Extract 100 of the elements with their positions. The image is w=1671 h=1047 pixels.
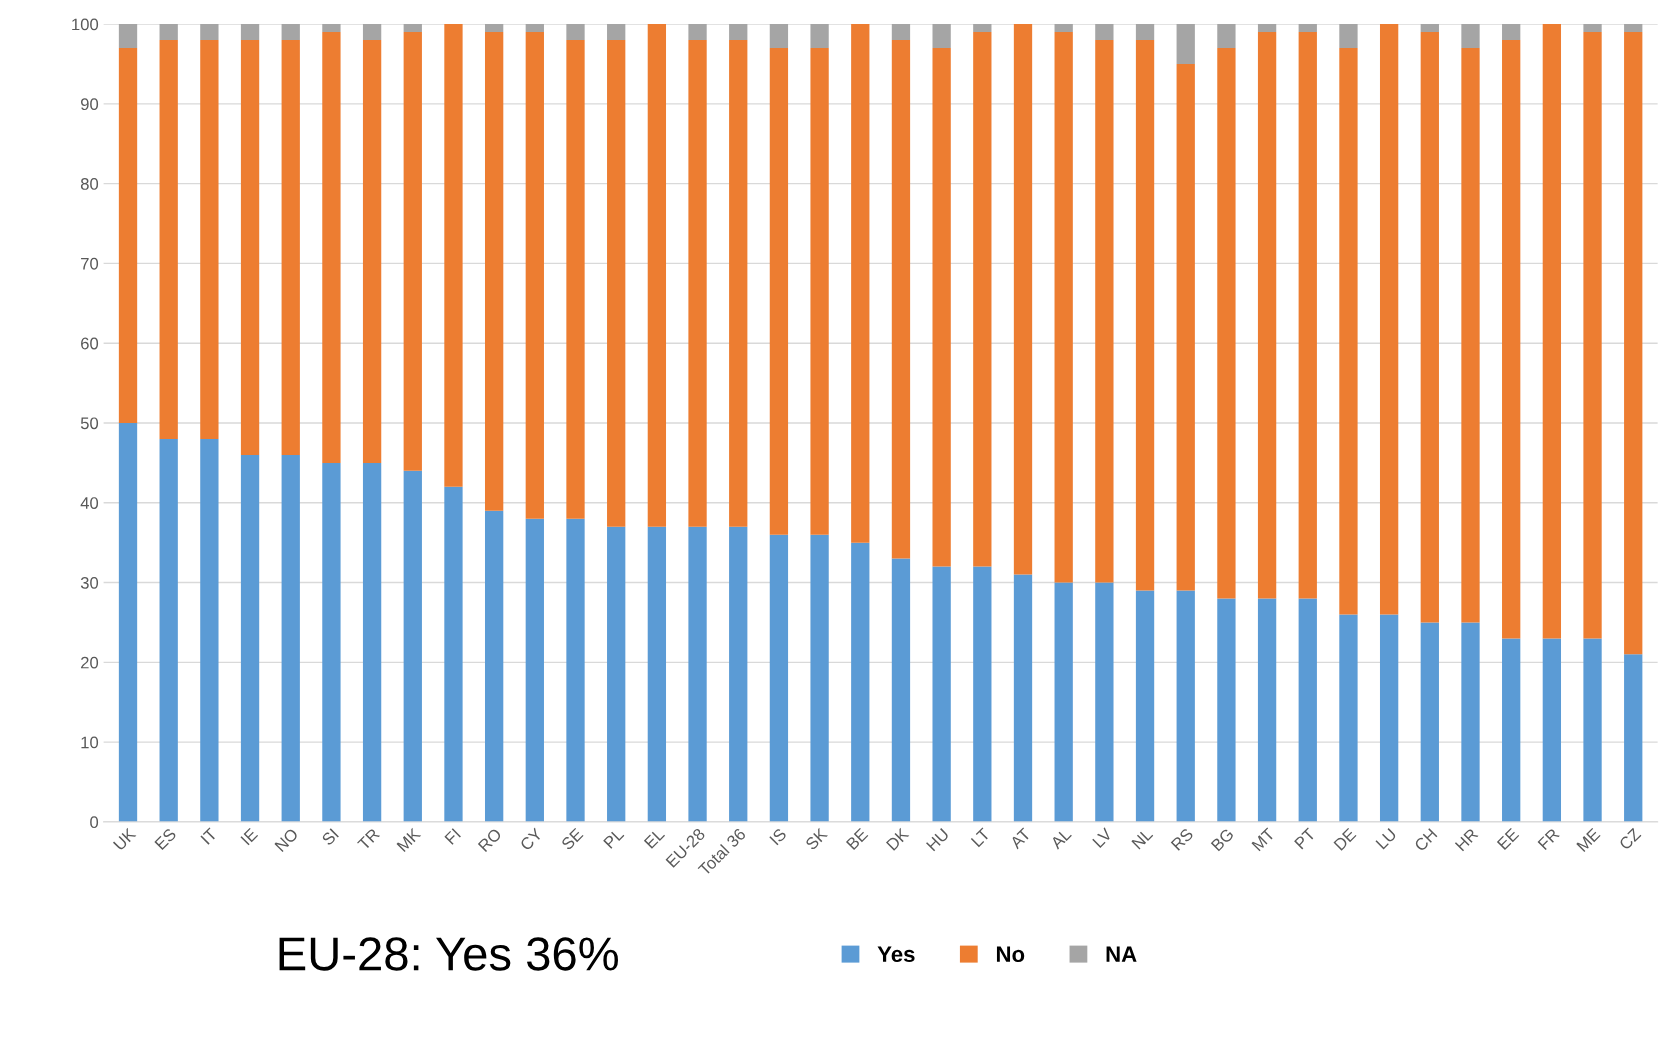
x-tick-label: DK (885, 827, 910, 851)
bar (484, 32, 504, 511)
bar (1054, 582, 1073, 822)
bar (1461, 48, 1480, 623)
bar (118, 422, 138, 822)
bar (1379, 24, 1399, 615)
bar (1298, 32, 1317, 599)
bar (607, 24, 626, 41)
x-tick-label: PL (603, 827, 625, 849)
x-tick-label: MT (1251, 827, 1276, 852)
x-tick-label: TR (357, 827, 381, 851)
legend-label: NA (1106, 946, 1137, 962)
y-tick-label: 10 (81, 736, 99, 749)
bar (1502, 40, 1521, 639)
bar (362, 24, 382, 41)
bar (1054, 24, 1073, 33)
x-tick-label: FR (1537, 827, 1560, 851)
x-tick-label: CH (1413, 828, 1438, 852)
bar (444, 24, 463, 487)
bar (973, 32, 992, 567)
bar (1054, 32, 1073, 583)
x-tick-label: HR (1454, 827, 1479, 852)
x-tick-label: NO (274, 827, 299, 853)
x-tick-label: CZ (1618, 827, 1642, 851)
bar (973, 24, 992, 33)
bar (362, 462, 382, 822)
bar (525, 24, 544, 33)
bar (1135, 24, 1155, 41)
bar (159, 40, 178, 439)
bar (1013, 574, 1033, 822)
bar (200, 40, 219, 439)
bar (688, 526, 707, 822)
y-tick-label: 0 (90, 816, 99, 829)
bar (1624, 32, 1643, 655)
x-tick-label: IT (200, 827, 218, 845)
bar (200, 438, 219, 822)
bar (362, 40, 382, 463)
x-tick-label: AL (1049, 827, 1072, 850)
bar (1420, 32, 1439, 623)
bar (932, 24, 951, 49)
bar (607, 526, 626, 822)
x-tick-label: SK (804, 827, 829, 851)
bar (566, 518, 585, 822)
bar (200, 24, 219, 41)
bar (281, 24, 300, 41)
x-tick-label: UK (112, 827, 137, 851)
bar (1542, 24, 1562, 639)
x-tick-label: BE (845, 827, 869, 851)
bar (932, 566, 951, 822)
bar (1583, 24, 1602, 33)
bar (1217, 24, 1236, 49)
x-tick-label: IE (240, 827, 259, 846)
bar (403, 24, 422, 33)
x-tick-label: EL (643, 827, 666, 849)
bar (891, 24, 911, 41)
bar (769, 24, 789, 49)
x-tick-label: ME (1576, 827, 1601, 853)
legend-label: Yes (877, 946, 915, 963)
bar (281, 454, 300, 822)
bar (118, 48, 138, 423)
bar (281, 40, 300, 455)
text: EU-28: Yes 36% (279, 937, 618, 971)
bar (1339, 24, 1358, 49)
bar (1095, 582, 1114, 822)
bar (484, 24, 504, 33)
bar (1461, 24, 1480, 49)
bar (1502, 638, 1521, 822)
bar (729, 40, 748, 527)
bar (1095, 24, 1114, 41)
bar (1176, 63, 1195, 591)
bar (647, 24, 667, 527)
bar (891, 40, 911, 559)
bar (1013, 24, 1033, 575)
bar (810, 48, 829, 535)
bar (1257, 598, 1277, 822)
bar (1379, 614, 1399, 822)
bar (688, 40, 707, 527)
x-tick-label: IS (769, 827, 788, 846)
bar (118, 24, 138, 49)
bar (1095, 40, 1114, 583)
bar (159, 24, 178, 41)
bar (729, 526, 748, 822)
x-tick-label: RS (1170, 827, 1194, 851)
bar (1135, 40, 1155, 591)
bar (1583, 32, 1602, 639)
bar (1298, 24, 1317, 33)
x-tick-label: CY (519, 827, 544, 852)
x-tick-label: NL (1131, 827, 1154, 850)
y-tick-label: 50 (80, 417, 99, 430)
bar (688, 24, 707, 41)
bar (810, 24, 829, 49)
x-tick-label: LV (1092, 827, 1113, 848)
bar (851, 542, 870, 822)
bar (729, 24, 748, 41)
bar (810, 534, 829, 822)
bar (1217, 598, 1236, 822)
bar (1502, 24, 1521, 41)
bar (1135, 590, 1155, 822)
bar (891, 558, 911, 822)
bar (1176, 590, 1195, 822)
